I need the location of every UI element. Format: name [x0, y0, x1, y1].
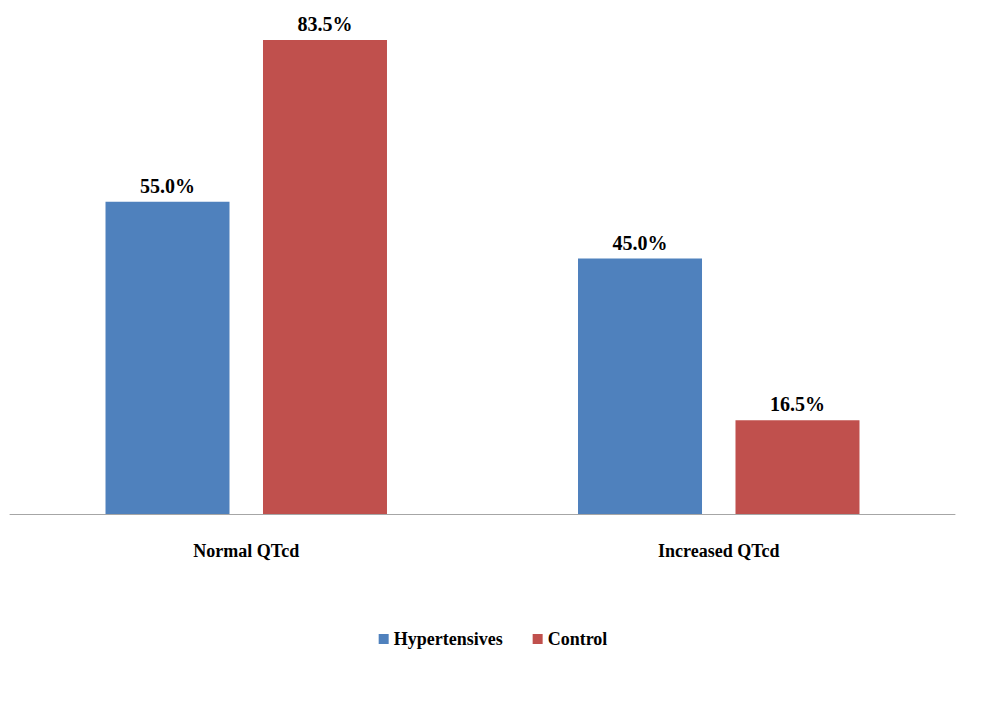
svg-text:16.5%: 16.5%: [770, 393, 825, 415]
svg-text:55.0%: 55.0%: [140, 175, 195, 197]
svg-text:Hypertensives: Hypertensives: [394, 629, 503, 649]
svg-text:Normal QTcd: Normal QTcd: [193, 541, 299, 561]
svg-text:45.0%: 45.0%: [613, 232, 668, 254]
svg-text:Increased QTcd: Increased QTcd: [658, 541, 780, 561]
svg-text:Control: Control: [548, 629, 608, 649]
svg-text:83.5%: 83.5%: [297, 13, 352, 35]
